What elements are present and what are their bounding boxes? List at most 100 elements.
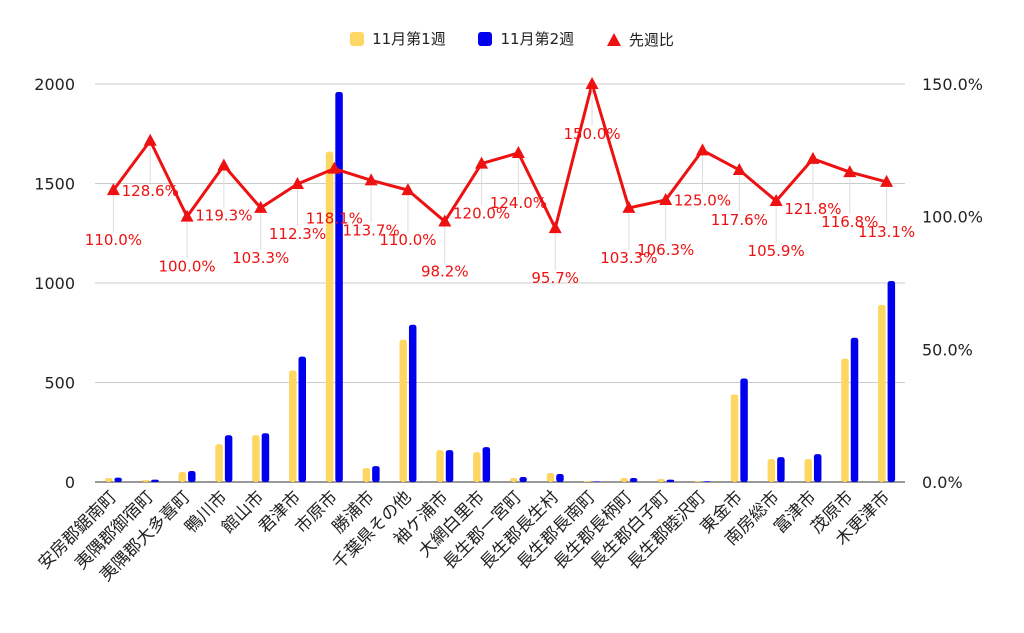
ratio-label: 112.3% (269, 225, 326, 243)
bar-week2[interactable] (261, 433, 270, 482)
gridlines (95, 83, 905, 483)
legend-item-week2[interactable]: 11月第2週 (478, 28, 574, 49)
bar-week2[interactable] (593, 481, 601, 482)
bar-week2[interactable] (335, 91, 343, 483)
bar-week1[interactable] (141, 480, 150, 482)
ratio-polyline (112, 82, 887, 230)
ratio-point[interactable] (254, 200, 268, 213)
legend-swatch-week2 (478, 31, 493, 46)
legend-item-ratio[interactable]: 先週比 (606, 29, 674, 50)
legend-label-week2: 11月第2週 (500, 30, 575, 48)
bar-week2[interactable] (777, 457, 785, 482)
ratio-point[interactable] (732, 162, 746, 175)
left-axis: 0 500 1000 1500 2000 (34, 75, 75, 492)
ratio-label: 119.3% (195, 206, 252, 224)
ratio-label: 121.8% (784, 200, 841, 218)
bar-week2[interactable] (703, 481, 712, 482)
bar-week1[interactable] (841, 358, 849, 482)
bar-week1[interactable] (325, 151, 334, 482)
right-axis: 0.0% 50.0% 100.0% 150.0% (922, 75, 983, 492)
bar-week1[interactable] (289, 370, 297, 482)
legend: 11月第1週 11月第2週 先週比 (0, 28, 1024, 50)
legend-label-week1: 11月第1週 (372, 30, 446, 48)
left-tick-label: 0 (65, 473, 75, 492)
ratio-point[interactable] (364, 173, 378, 186)
left-tick-label: 500 (44, 374, 75, 393)
bar-week1[interactable] (436, 450, 444, 482)
bar-week1[interactable] (104, 478, 113, 482)
ratio-point[interactable] (291, 177, 304, 190)
ratio-point[interactable] (106, 183, 120, 196)
bar-week1[interactable] (878, 304, 886, 482)
bars (104, 91, 896, 483)
bar-week2[interactable] (629, 478, 638, 482)
ratio-point[interactable] (880, 174, 894, 187)
right-tick-label: 150.0% (922, 75, 983, 94)
ratio-point[interactable] (585, 77, 599, 89)
bar-week1[interactable] (657, 479, 665, 482)
legend-swatch-week1 (350, 31, 365, 46)
bar-week1[interactable] (620, 478, 628, 482)
bar-week2[interactable] (445, 450, 454, 482)
bar-week2[interactable] (114, 477, 122, 482)
bar-week2[interactable] (740, 378, 748, 482)
bar-week1[interactable] (178, 472, 187, 482)
left-tick-label: 1000 (34, 274, 75, 293)
bar-week2[interactable] (151, 479, 159, 482)
ratio-label: 118.1% (306, 210, 363, 228)
bar-week2[interactable] (482, 447, 491, 482)
bar-week2[interactable] (519, 477, 527, 482)
bar-week2[interactable] (188, 471, 196, 482)
ratio-label: 150.0% (563, 125, 620, 143)
bar-week1[interactable] (730, 394, 739, 482)
ratio-point[interactable] (769, 194, 783, 207)
ratio-point[interactable] (401, 183, 415, 196)
legend-item-week1[interactable]: 11月第1週 (350, 28, 446, 49)
bar-week1[interactable] (767, 459, 776, 482)
bar-week1[interactable] (215, 444, 223, 482)
bar-week2[interactable] (372, 466, 380, 482)
ratio-label: 106.3% (637, 241, 694, 259)
ratio-label: 98.2% (421, 262, 469, 280)
bar-week1[interactable] (252, 435, 260, 482)
bar-week1[interactable] (399, 339, 407, 482)
bar-week1[interactable] (583, 481, 592, 482)
ratio-point[interactable] (143, 133, 157, 146)
bar-week2[interactable] (666, 479, 675, 482)
ratio-point[interactable] (806, 151, 820, 164)
bar-week2[interactable] (887, 281, 896, 482)
ratio-point[interactable] (327, 161, 341, 174)
bar-week1[interactable] (694, 481, 702, 482)
ratio-label: 113.1% (858, 223, 915, 241)
bar-week2[interactable] (556, 474, 564, 482)
bar-week1[interactable] (546, 473, 555, 482)
bar-week1[interactable] (362, 468, 371, 482)
ratio-point[interactable] (548, 221, 562, 234)
ratio-point[interactable] (180, 209, 194, 222)
ratio-label: 125.0% (674, 191, 731, 209)
bar-week2[interactable] (298, 356, 307, 482)
right-tick-label: 50.0% (922, 340, 973, 359)
ratio-label: 110.0% (85, 231, 142, 249)
bar-week1[interactable] (509, 478, 518, 482)
bar-week1[interactable] (473, 452, 481, 482)
ratio-point[interactable] (659, 192, 673, 205)
ratio-label: 113.7% (343, 221, 400, 239)
bar-week2[interactable] (408, 324, 417, 482)
ratio-point[interactable] (696, 143, 709, 156)
ratio-label: 117.6% (711, 211, 768, 229)
bar-week2[interactable] (813, 454, 822, 482)
bar-week2[interactable] (850, 337, 859, 482)
bar-week2[interactable] (224, 435, 233, 482)
ratio-label: 116.8% (821, 213, 878, 231)
ratio-label: 103.3% (232, 249, 289, 267)
ratio-point[interactable] (438, 214, 452, 227)
bar-week1[interactable] (804, 459, 812, 482)
ratio-point[interactable] (217, 158, 231, 171)
category-labels: 安房郡鋸南町夷隅郡御宿町夷隅郡大多喜町鴨川市館山市君津市市原市勝浦市千葉県その他… (35, 487, 894, 585)
ratio-point[interactable] (622, 200, 636, 213)
ratio-point[interactable] (475, 156, 489, 169)
ratio-point[interactable] (511, 145, 525, 158)
ratio-point[interactable] (843, 165, 857, 178)
